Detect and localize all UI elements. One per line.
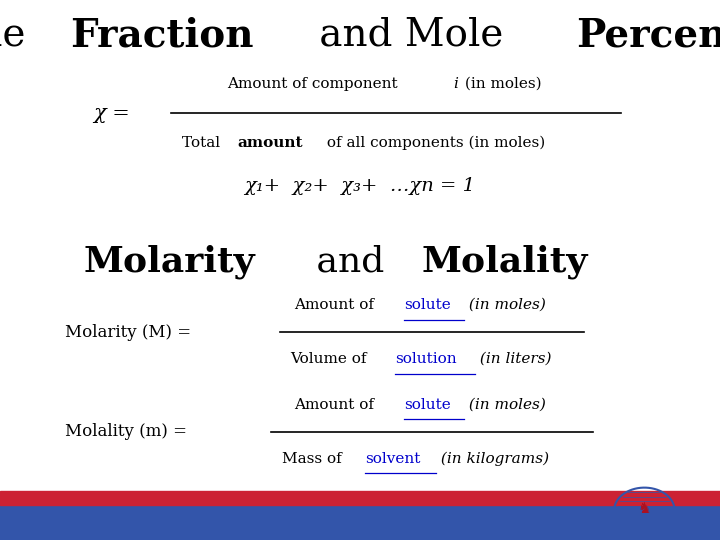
Text: (in moles): (in moles) (459, 77, 541, 91)
Text: χ =: χ = (94, 104, 137, 123)
Text: solute: solute (404, 398, 451, 412)
Text: solution: solution (395, 352, 457, 366)
Bar (0, 491, 720, 505)
Text: and Mole: and Mole (307, 17, 516, 53)
Text: solute: solute (404, 298, 451, 312)
Text: (in kilograms): (in kilograms) (436, 452, 549, 466)
Text: Amount of component: Amount of component (227, 77, 402, 91)
Text: ♞: ♞ (638, 501, 651, 516)
Text: Volume of: Volume of (290, 352, 372, 366)
Text: χ₁+  χ₂+  χ₃+  …χn = 1: χ₁+ χ₂+ χ₃+ …χn = 1 (245, 177, 475, 195)
Text: Fraction: Fraction (70, 16, 253, 54)
Text: Mass of: Mass of (282, 452, 346, 466)
Text: i: i (454, 77, 459, 91)
Text: Percent: Percent (576, 16, 720, 54)
Text: Amount of: Amount of (294, 298, 379, 312)
Text: Amount of: Amount of (294, 398, 379, 412)
Text: (in moles): (in moles) (464, 298, 546, 312)
Text: Molarity: Molarity (84, 245, 255, 279)
Text: solvent: solvent (365, 452, 420, 466)
Text: Molality: Molality (422, 245, 588, 279)
Text: and: and (305, 245, 395, 279)
Text: Molarity (M) =: Molarity (M) = (65, 323, 196, 341)
Bar (0, 505, 720, 540)
Text: Molality (m) =: Molality (m) = (65, 423, 192, 441)
Text: Mole: Mole (0, 17, 37, 53)
Text: (in liters): (in liters) (475, 352, 552, 366)
Text: of all components (in moles): of all components (in moles) (322, 136, 545, 150)
Text: Total: Total (182, 136, 225, 150)
Text: amount: amount (238, 136, 303, 150)
Text: (in moles): (in moles) (464, 398, 546, 412)
